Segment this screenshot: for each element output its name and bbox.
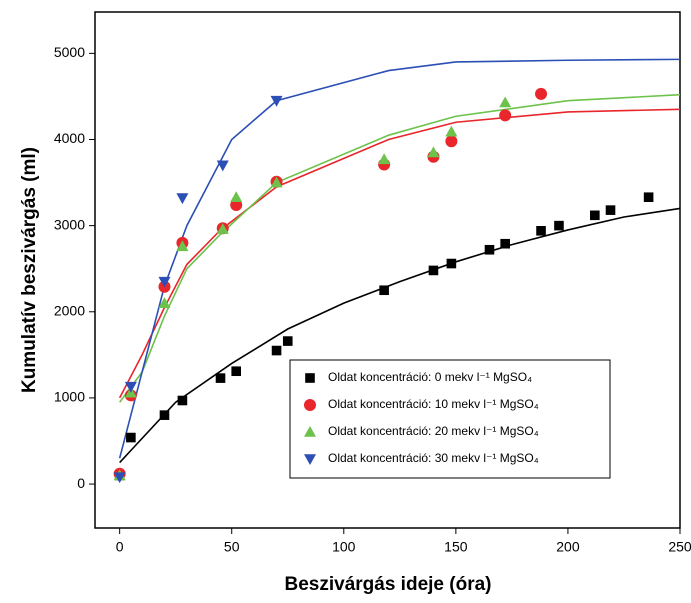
x-tick-label: 100 xyxy=(332,539,356,555)
legend-marker xyxy=(304,454,316,465)
y-tick-label: 0 xyxy=(77,475,85,491)
marker xyxy=(231,366,242,377)
marker xyxy=(535,87,548,100)
marker xyxy=(216,223,229,234)
x-tick-label: 50 xyxy=(224,539,240,555)
marker xyxy=(124,381,137,393)
marker xyxy=(230,191,243,203)
y-tick-label: 2000 xyxy=(54,302,85,318)
fit-line xyxy=(119,93,681,403)
marker xyxy=(271,345,282,356)
x-tick-label: 200 xyxy=(556,539,580,555)
marker xyxy=(590,210,600,221)
marker xyxy=(176,193,189,205)
marker xyxy=(177,395,188,406)
legend-label: Oldat koncentráció: 0 mekv l⁻¹ MgSO₄ xyxy=(328,370,532,384)
marker xyxy=(270,95,283,107)
x-tick-label: 250 xyxy=(668,539,691,555)
marker xyxy=(484,244,495,255)
y-axis-label: Kumulatív beszivárgás (ml) xyxy=(19,147,40,393)
marker xyxy=(554,220,564,231)
marker xyxy=(378,153,391,165)
marker xyxy=(159,410,170,420)
y-tick-label: 5000 xyxy=(54,44,85,60)
marker xyxy=(428,265,439,276)
marker xyxy=(445,125,458,137)
legend-label: Oldat koncentráció: 30 mekv l⁻¹ MgSO₄ xyxy=(328,451,539,465)
marker xyxy=(282,336,293,346)
marker xyxy=(113,472,126,484)
legend-label: Oldat koncentráció: 20 mekv l⁻¹ MgSO₄ xyxy=(328,424,539,438)
legend-label: Oldat koncentráció: 10 mekv l⁻¹ MgSO₄ xyxy=(328,397,539,411)
legend-marker xyxy=(304,426,316,437)
marker xyxy=(215,373,226,383)
fit-line xyxy=(119,207,681,464)
marker xyxy=(499,96,512,108)
marker xyxy=(445,135,458,148)
legend-box xyxy=(289,359,611,479)
marker xyxy=(446,258,457,269)
marker xyxy=(427,146,440,158)
marker xyxy=(500,238,510,249)
legend-marker xyxy=(305,373,315,383)
x-axis-label: Beszivárgás ideje (óra) xyxy=(285,574,492,595)
x-tick-label: 0 xyxy=(116,539,124,555)
y-tick-label: 3000 xyxy=(54,216,85,232)
marker xyxy=(536,226,546,236)
marker xyxy=(176,240,189,252)
y-tick-label: 1000 xyxy=(54,389,85,405)
x-tick-label: 150 xyxy=(444,539,468,555)
plot-frame xyxy=(94,11,681,529)
marker xyxy=(216,160,229,172)
marker xyxy=(270,176,283,188)
y-tick-label: 4000 xyxy=(54,130,85,146)
marker xyxy=(643,192,654,203)
marker xyxy=(158,276,171,288)
marker xyxy=(605,205,616,215)
fit-line xyxy=(118,58,681,459)
fit-line xyxy=(118,108,681,399)
marker xyxy=(499,109,512,122)
marker xyxy=(126,432,136,443)
marker xyxy=(379,285,389,296)
legend-marker xyxy=(304,399,316,411)
marker xyxy=(158,297,171,308)
